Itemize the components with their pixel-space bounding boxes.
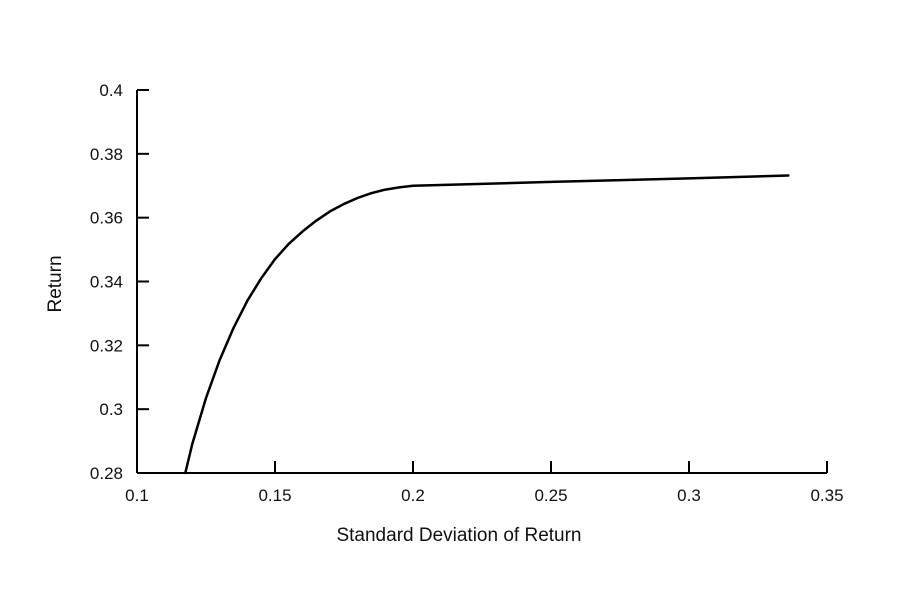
y-axis-title: Return [45, 255, 66, 312]
plot-area [184, 174, 790, 475]
efficient-frontier-line [184, 174, 790, 475]
y-tick-label: 0.34 [90, 273, 123, 292]
x-tick-label: 0.35 [810, 486, 843, 505]
y-tick-label: 0.38 [90, 145, 123, 164]
y-tick-label: 0.28 [90, 464, 123, 483]
axes [136, 90, 827, 474]
y-tick-label: 0.36 [90, 209, 123, 228]
x-tick-label: 0.1 [125, 486, 149, 505]
x-tick-label: 0.2 [401, 486, 425, 505]
x-axis-title: Standard Deviation of Return [336, 525, 581, 546]
x-tick-label: 0.25 [534, 486, 567, 505]
ticks: 0.1 0.15 0.2 0.25 0.3 0.35 0.28 0.3 0.32 0.34 0.36… [90, 81, 844, 505]
y-tick-label: 0.32 [90, 336, 123, 355]
x-tick-label: 0.15 [258, 486, 291, 505]
y-tick-label: 0.4 [99, 81, 123, 100]
x-tick-label: 0.3 [677, 486, 701, 505]
y-tick-label: 0.3 [99, 400, 123, 419]
